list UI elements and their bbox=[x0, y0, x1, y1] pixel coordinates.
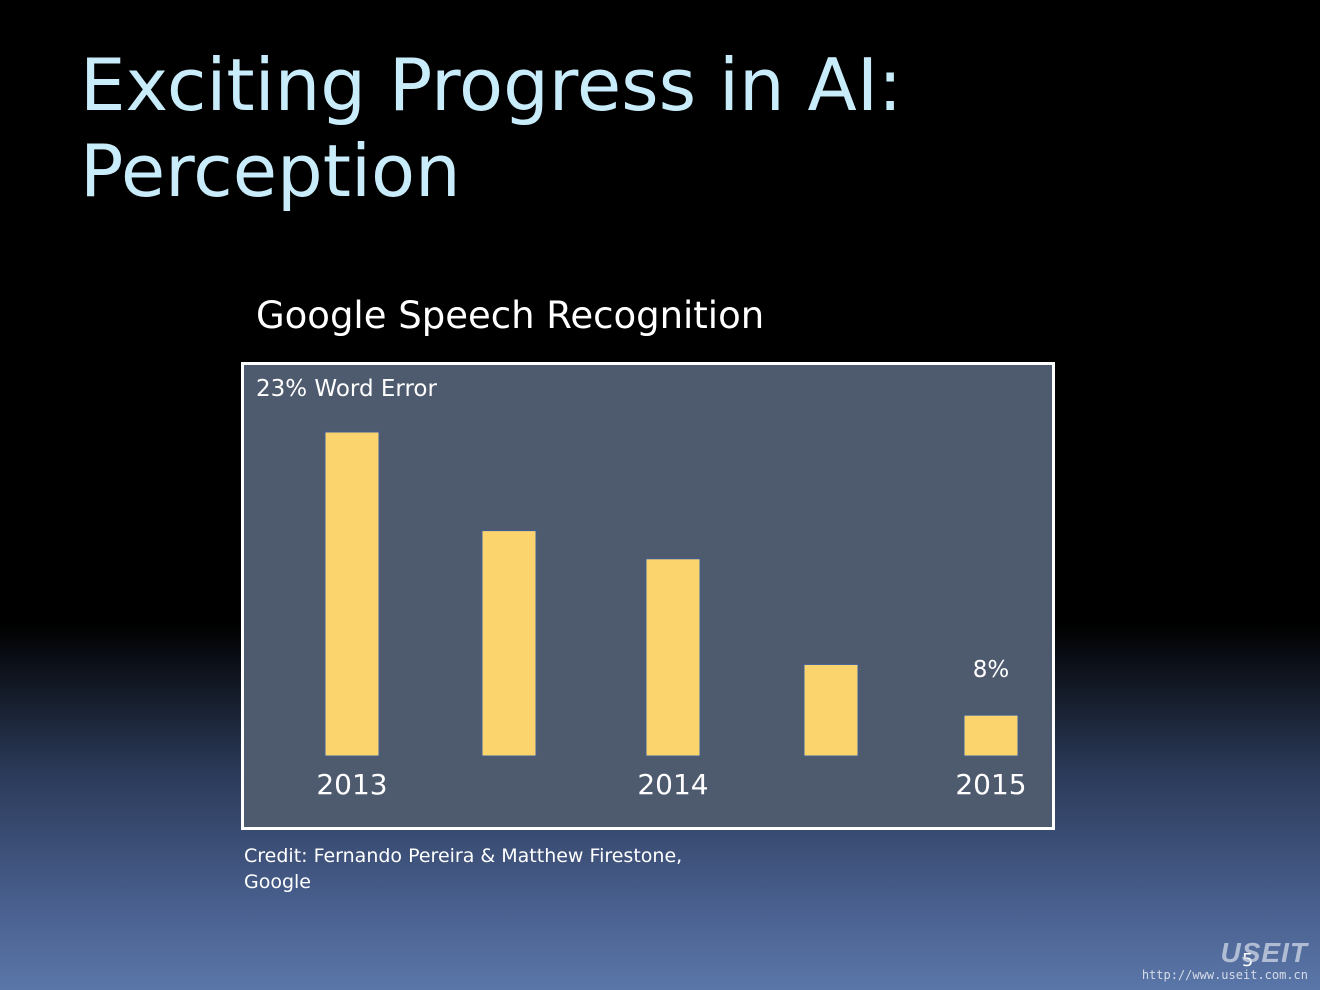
bar-1 bbox=[324, 431, 380, 757]
x-tick-label: 2015 bbox=[955, 768, 1026, 801]
bar-3 bbox=[645, 558, 701, 757]
x-axis-labels: 2013 2014 2015 bbox=[316, 768, 1026, 801]
watermark-logo: USEIT bbox=[1220, 937, 1308, 968]
slide-title-line2: Perception bbox=[80, 129, 461, 213]
slide-title: Exciting Progress in AI: Perception bbox=[80, 42, 902, 214]
x-tick-label: 2014 bbox=[637, 768, 708, 801]
watermark-url: http://www.useit.com.cn bbox=[1141, 968, 1308, 982]
slide-number: 5 bbox=[1242, 950, 1254, 971]
watermark: USEIT http://www.useit.com.cn bbox=[1141, 937, 1308, 983]
bar-2 bbox=[481, 530, 537, 757]
chart-panel: 2013 2014 2015 23% Word Error 8% bbox=[241, 362, 1055, 830]
bar-series bbox=[324, 431, 1019, 757]
bar-5 bbox=[963, 714, 1019, 757]
slide-title-line1: Exciting Progress in AI: bbox=[80, 43, 903, 127]
chart-heading: Google Speech Recognition bbox=[256, 294, 765, 337]
annotation-start-value: 23% Word Error bbox=[256, 376, 437, 402]
chart-annotations: 23% Word Error 8% bbox=[256, 376, 1009, 683]
x-tick-label: 2013 bbox=[316, 768, 387, 801]
annotation-end-value: 8% bbox=[973, 657, 1010, 683]
credit-note: Credit: Fernando Pereira & Matthew Fires… bbox=[244, 845, 683, 893]
bar-chart: 2013 2014 2015 23% Word Error 8% bbox=[241, 362, 1055, 830]
bar-4 bbox=[803, 663, 859, 757]
